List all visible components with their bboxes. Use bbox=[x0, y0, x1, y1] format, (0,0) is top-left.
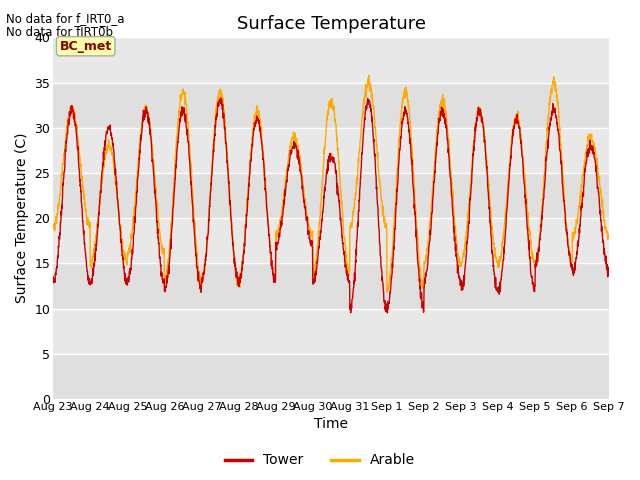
Text: No data for f̅IRT0̅b: No data for f̅IRT0̅b bbox=[6, 26, 113, 39]
Text: No data for f_IRT0_a: No data for f_IRT0_a bbox=[6, 12, 125, 25]
Y-axis label: Surface Temperature (C): Surface Temperature (C) bbox=[15, 133, 29, 303]
Title: Surface Temperature: Surface Temperature bbox=[237, 15, 426, 33]
Bar bbox=[53, 354, 609, 399]
Bar bbox=[53, 83, 609, 128]
Text: BC_met: BC_met bbox=[60, 40, 112, 53]
Legend: Tower, Arable: Tower, Arable bbox=[219, 448, 421, 473]
Bar bbox=[53, 173, 609, 218]
X-axis label: Time: Time bbox=[314, 418, 348, 432]
Bar bbox=[53, 264, 609, 309]
